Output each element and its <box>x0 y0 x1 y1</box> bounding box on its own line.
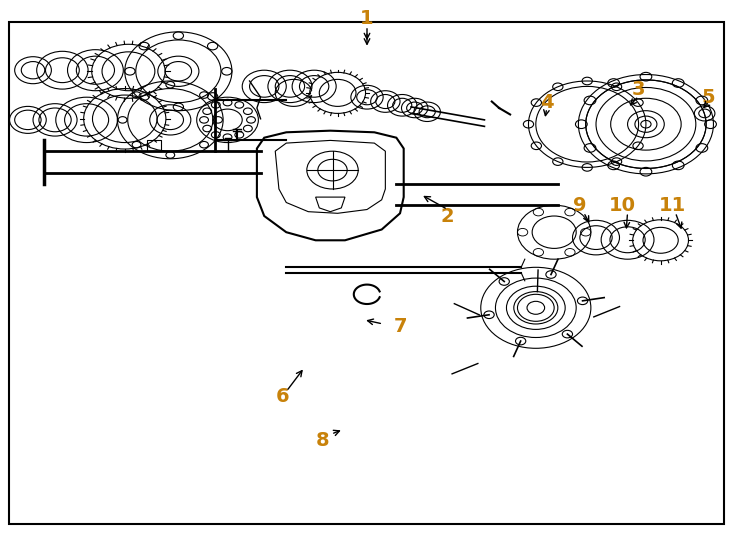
Text: 1: 1 <box>360 9 374 29</box>
Text: 4: 4 <box>540 93 553 112</box>
Text: 8: 8 <box>316 430 330 450</box>
Circle shape <box>515 338 526 345</box>
Text: 6: 6 <box>276 387 289 407</box>
Text: 9: 9 <box>573 195 586 215</box>
Circle shape <box>546 271 556 278</box>
Text: 2: 2 <box>441 206 454 226</box>
Circle shape <box>578 297 588 305</box>
Circle shape <box>562 330 573 338</box>
Text: 5: 5 <box>702 87 715 107</box>
Text: 10: 10 <box>609 195 636 215</box>
Circle shape <box>484 311 494 319</box>
Circle shape <box>499 278 509 285</box>
Text: 11: 11 <box>658 195 686 215</box>
Text: 3: 3 <box>632 79 645 99</box>
Text: 7: 7 <box>393 317 407 336</box>
